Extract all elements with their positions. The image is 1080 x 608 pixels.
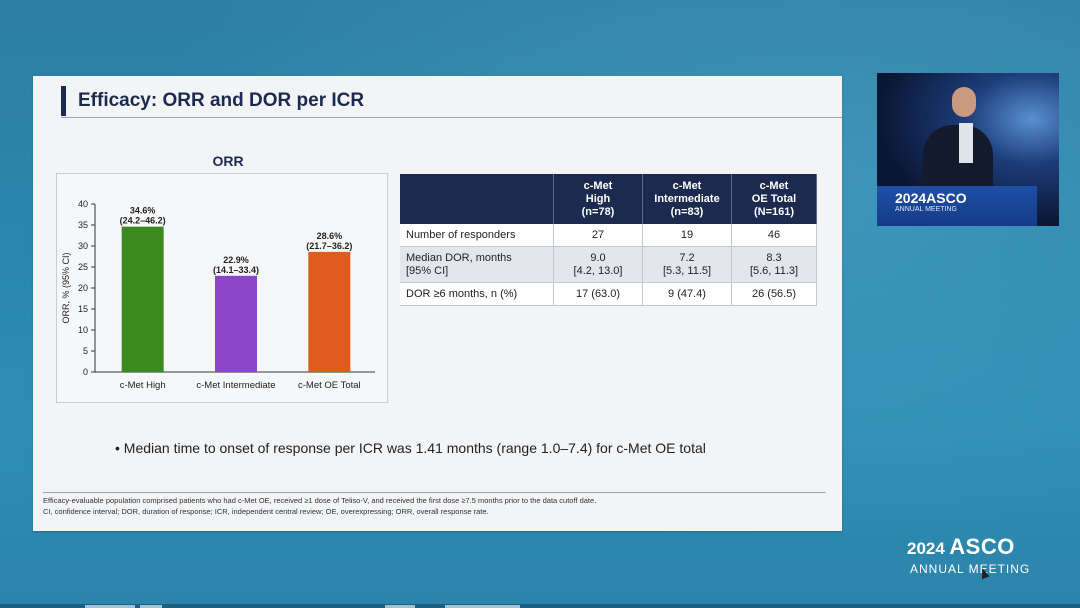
table-cell: 17 (63.0)	[553, 282, 643, 306]
bar-value-label: 28.6%	[317, 231, 343, 241]
podium	[877, 186, 1037, 226]
bar-1	[121, 226, 164, 372]
cell-line: Median DOR, months	[406, 251, 512, 264]
table-header-cmet-oe-total: c-Met OE Total (N=161)	[731, 174, 817, 224]
cell-line: [4.2, 13.0]	[573, 264, 623, 277]
speaker-shirt	[959, 123, 973, 163]
table-cell: 46	[731, 224, 817, 247]
bar-3	[308, 251, 351, 372]
y-tick-label: 0	[83, 367, 88, 377]
speaker-head	[952, 87, 976, 117]
dor-table: c-Met High (n=78) c-Met Intermediate (n=…	[400, 174, 817, 306]
header-line: OE Total	[751, 192, 797, 205]
table-cell: 9.0 [4.2, 13.0]	[553, 246, 643, 283]
table-row-responders: Number of responders 27 19 46	[400, 224, 817, 247]
row-label: Number of responders	[400, 224, 554, 247]
y-tick-label: 20	[78, 283, 88, 293]
asco-logo-subtitle: ANNUAL MEETING	[910, 562, 1031, 576]
cell-line: 9.0	[590, 251, 606, 264]
table-cell: 26 (56.5)	[731, 282, 817, 306]
podium-subtitle: ANNUAL MEETING	[895, 206, 957, 213]
y-tick-label: 35	[78, 220, 88, 230]
y-axis-label: ORR, % (95% CI)	[61, 252, 71, 323]
y-tick-label: 15	[78, 304, 88, 314]
footer-divider	[43, 492, 826, 493]
x-category-label: c-Met High	[120, 380, 166, 391]
footnote-abbreviations: CI, confidence interval; DOR, duration o…	[43, 507, 489, 516]
bottom-mark	[85, 605, 135, 608]
bar-value-label: 22.9%	[223, 255, 249, 265]
bottom-mark	[445, 605, 520, 608]
table-cell: 7.2 [5.3, 11.5]	[642, 246, 732, 283]
table-cell: 19	[642, 224, 732, 247]
speaker-video-feed: 2024ASCO ANNUAL MEETING	[877, 73, 1059, 226]
bullet-text: Median time to onset of response per ICR…	[123, 440, 706, 456]
asco-logo-year: 2024	[907, 539, 945, 558]
table-header-row: c-Met High (n=78) c-Met Intermediate (n=…	[400, 174, 817, 224]
table-cell: 9 (47.4)	[642, 282, 732, 306]
y-tick-label: 5	[83, 346, 88, 356]
y-tick-label: 25	[78, 262, 88, 272]
slide-bullet: • Median time to onset of response per I…	[115, 440, 706, 456]
presentation-slide: Efficacy: ORR and DOR per ICR ORR 0 5 10 15…	[33, 76, 842, 531]
title-accent-bar	[61, 86, 66, 116]
cell-line: 7.2	[679, 251, 695, 264]
podium-logo: 2024ASCO	[895, 190, 967, 206]
cell-line: [95% CI]	[406, 264, 449, 277]
header-line: c-Met	[583, 179, 613, 192]
bar-ci-label: (24.2–46.2)	[120, 216, 166, 226]
header-line: (n=83)	[670, 205, 704, 218]
asco-logo-name: ASCO	[949, 534, 1015, 559]
bottom-mark	[140, 605, 162, 608]
bar-ci-label: (21.7–36.2)	[306, 241, 352, 251]
row-label: DOR ≥6 months, n (%)	[400, 282, 554, 306]
x-category-label: c-Met OE Total	[298, 380, 361, 391]
cell-line: 8.3	[766, 251, 782, 264]
header-line: (n=78)	[581, 205, 615, 218]
table-header-blank	[400, 174, 554, 224]
table-row-median-dor: Median DOR, months [95% CI] 9.0 [4.2, 13…	[400, 246, 817, 283]
header-line: c-Met	[672, 179, 702, 192]
bar-ci-label: (14.1–33.4)	[213, 265, 259, 275]
chart-title: ORR	[212, 153, 244, 169]
orr-bar-chart: 0 5 10 15 20 25 30 35 40 ORR, % (95% CI) 34.6% (24.…	[56, 173, 388, 403]
cell-line: [5.6, 11.3]	[749, 264, 799, 277]
bar-value-label: 34.6%	[130, 206, 156, 216]
header-line: Intermediate	[654, 192, 720, 205]
row-label: Median DOR, months [95% CI]	[400, 246, 554, 283]
header-line: c-Met	[759, 179, 789, 192]
y-tick-label: 10	[78, 325, 88, 335]
bottom-mark	[385, 605, 415, 608]
cell-line: [5.3, 11.5]	[662, 264, 712, 277]
chart-svg: 0 5 10 15 20 25 30 35 40 ORR, % (95% CI) 34.6%(24.…	[61, 199, 375, 391]
footnote-population: Efficacy-evaluable population comprised …	[43, 496, 597, 505]
y-tick-label: 30	[78, 241, 88, 251]
bar-2	[215, 275, 257, 372]
bottom-band	[0, 604, 1080, 608]
table-header-cmet-high: c-Met High (n=78)	[553, 174, 643, 224]
y-tick-label: 40	[78, 199, 88, 209]
table-row-dor-6-months: DOR ≥6 months, n (%) 17 (63.0) 9 (47.4) …	[400, 282, 817, 306]
table-cell: 8.3 [5.6, 11.3]	[731, 246, 817, 283]
header-line: (N=161)	[753, 205, 795, 218]
table-cell: 27	[553, 224, 643, 247]
asco-logo: 2024 ASCO	[907, 534, 1015, 560]
slide-title: Efficacy: ORR and DOR per ICR	[78, 90, 365, 111]
title-divider	[61, 117, 842, 118]
x-category-label: c-Met Intermediate	[196, 380, 275, 391]
table-header-cmet-intermediate: c-Met Intermediate (n=83)	[642, 174, 732, 224]
header-line: High	[585, 192, 611, 205]
